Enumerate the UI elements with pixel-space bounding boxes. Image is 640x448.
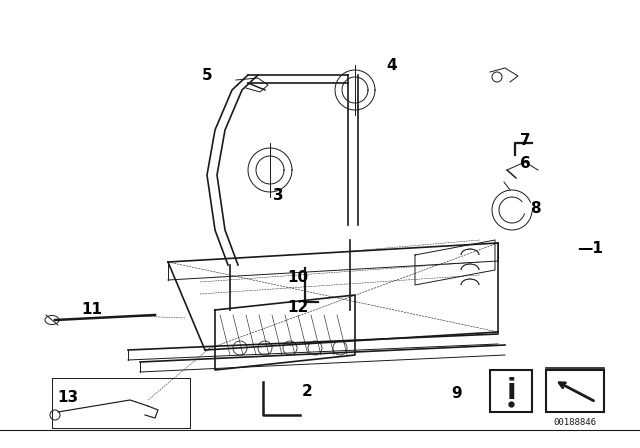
Text: 11: 11 [81,302,102,318]
Text: 5: 5 [202,68,212,82]
Text: 6: 6 [520,155,531,171]
Text: 12: 12 [287,301,308,315]
FancyBboxPatch shape [546,370,604,412]
Text: 13: 13 [58,391,79,405]
Text: 8: 8 [530,201,540,215]
Text: 00188846: 00188846 [554,418,596,426]
Text: 7: 7 [520,133,531,147]
Text: 2: 2 [301,384,312,400]
Text: —1: —1 [577,241,603,255]
Text: 4: 4 [387,57,397,73]
Text: 9: 9 [452,385,462,401]
Text: 10: 10 [287,271,308,285]
Text: i: i [506,377,516,405]
FancyBboxPatch shape [490,370,532,412]
Text: 3: 3 [273,188,284,202]
